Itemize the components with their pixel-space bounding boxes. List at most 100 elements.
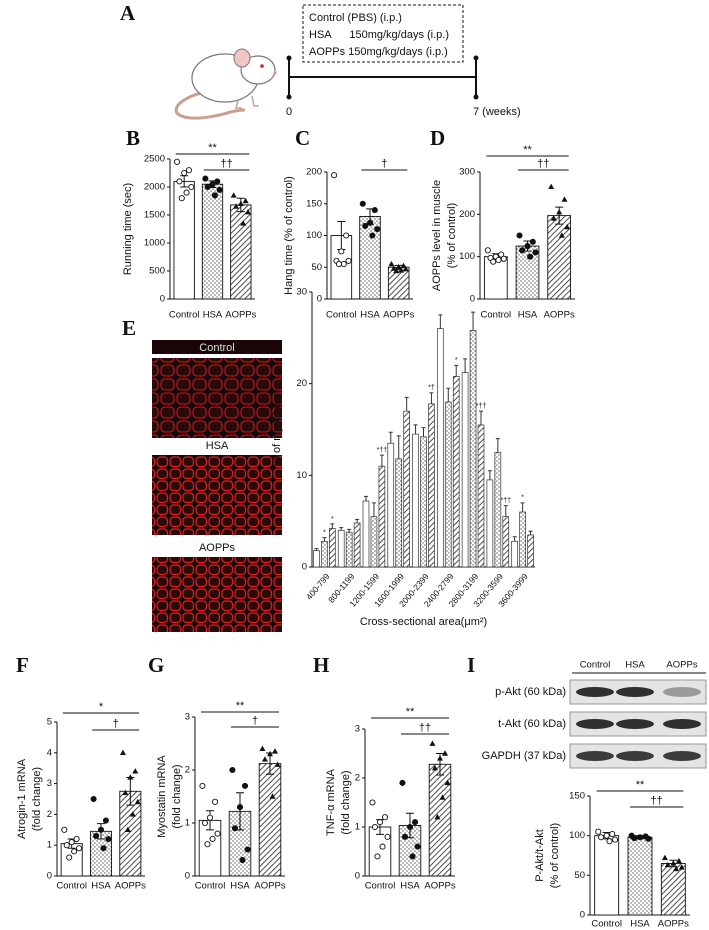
- significance-label: ††: [651, 795, 663, 807]
- micrograph-label-bg: [152, 340, 282, 354]
- micrograph-label-bg: [152, 438, 282, 452]
- bar: [378, 465, 386, 568]
- data-point: [124, 826, 131, 832]
- x-tick-label: HSA: [630, 919, 650, 930]
- y-tick-label: 10: [296, 470, 307, 481]
- data-point: [204, 841, 211, 848]
- micrograph-label: HSA: [206, 440, 229, 452]
- data-point: [272, 748, 279, 754]
- error-bar: [404, 396, 409, 412]
- data-point: [244, 209, 251, 215]
- bar: [403, 410, 410, 568]
- y-axis-label: % of myofibers: [271, 393, 283, 466]
- blot-row-label: t-Akt (60 kDa): [498, 718, 566, 730]
- micrograph-label-bg: [152, 540, 282, 554]
- data-point: [381, 814, 389, 821]
- error-bar: [429, 392, 434, 404]
- data-point: [439, 794, 446, 800]
- data-point: [206, 814, 214, 821]
- y-tick-label: 4: [47, 747, 52, 758]
- y-axis-label: (fold change): [31, 767, 43, 831]
- bar: [313, 550, 320, 568]
- bar: [329, 528, 336, 568]
- data-point: [76, 845, 83, 852]
- data-point: [199, 782, 206, 789]
- error-bar: [503, 505, 508, 517]
- timeline-dot: [286, 55, 292, 61]
- data-point: [188, 183, 195, 191]
- panel-letter: F: [16, 653, 29, 677]
- bar: [230, 204, 252, 300]
- data-point: [331, 172, 338, 179]
- data-point: [231, 825, 239, 832]
- data-point: [519, 247, 526, 254]
- bar: [461, 372, 469, 568]
- data-point: [374, 226, 381, 233]
- data-point: [393, 267, 400, 274]
- y-tick-label: 100: [459, 251, 475, 262]
- data-point: [603, 832, 610, 839]
- panel-letter: A: [120, 1, 136, 25]
- data-point: [532, 249, 539, 256]
- panel-letter: I: [467, 653, 475, 677]
- blot-row-label: p-Akt (60 kDa): [495, 686, 566, 698]
- error-bar: [479, 410, 484, 425]
- error-bar: [314, 548, 319, 551]
- data-point: [444, 779, 451, 786]
- data-point: [233, 203, 240, 209]
- data-point: [369, 799, 376, 806]
- data-point: [230, 192, 237, 198]
- data-point: [369, 232, 376, 239]
- data-point: [211, 798, 219, 805]
- significance-label: ††: [419, 722, 431, 734]
- x-tick-label: AOPPs: [254, 881, 285, 892]
- error-bar: [495, 438, 500, 453]
- y-tick-label: 100: [306, 230, 322, 241]
- data-point: [71, 848, 78, 855]
- data-point: [132, 768, 139, 774]
- error-bar: [339, 527, 344, 531]
- y-tick-label: 2000: [144, 182, 165, 193]
- micrograph-label: Control: [199, 342, 234, 354]
- y-tick-label: 100: [569, 830, 585, 841]
- significance-label: **: [406, 706, 415, 718]
- data-point: [267, 750, 273, 757]
- x-tick-label: Control: [365, 881, 396, 892]
- data-point: [93, 832, 100, 840]
- data-point: [359, 200, 366, 207]
- timeline-label: 7 (weeks): [473, 106, 521, 118]
- bar: [494, 452, 502, 568]
- data-point: [670, 860, 677, 866]
- error-bar: [330, 523, 335, 529]
- data-point: [411, 819, 419, 826]
- data-point: [558, 232, 565, 238]
- data-point: [556, 209, 563, 215]
- significance-label: †: [252, 715, 258, 727]
- data-point: [442, 750, 449, 756]
- x-tick-label: Control: [169, 310, 200, 321]
- data-point: [66, 854, 73, 861]
- data-point: [429, 740, 436, 746]
- y-tick-label: 2: [185, 765, 190, 776]
- data-point: [484, 247, 491, 254]
- x-tick-label: HSA: [360, 310, 380, 321]
- y-axis-label: (% of control): [446, 203, 458, 268]
- x-tick-label: Control: [56, 881, 87, 892]
- protocol-line: AOPPs 150mg/kg/days (i.p.): [309, 46, 448, 58]
- blot-band: [576, 751, 614, 761]
- panel-letter: C: [295, 126, 310, 150]
- x-tick-label: HSA: [91, 881, 111, 892]
- data-point: [376, 819, 384, 826]
- bar: [502, 516, 510, 568]
- y-tick-label: 0: [302, 562, 307, 573]
- significance-label: *††: [501, 497, 512, 504]
- y-tick-label: 200: [306, 167, 322, 178]
- data-point: [414, 843, 421, 850]
- data-point: [564, 223, 571, 230]
- data-point: [612, 836, 619, 843]
- y-tick-label: 300: [459, 167, 475, 178]
- y-tick-label: 500: [149, 266, 165, 277]
- data-point: [202, 175, 209, 182]
- error-bar: [520, 502, 525, 512]
